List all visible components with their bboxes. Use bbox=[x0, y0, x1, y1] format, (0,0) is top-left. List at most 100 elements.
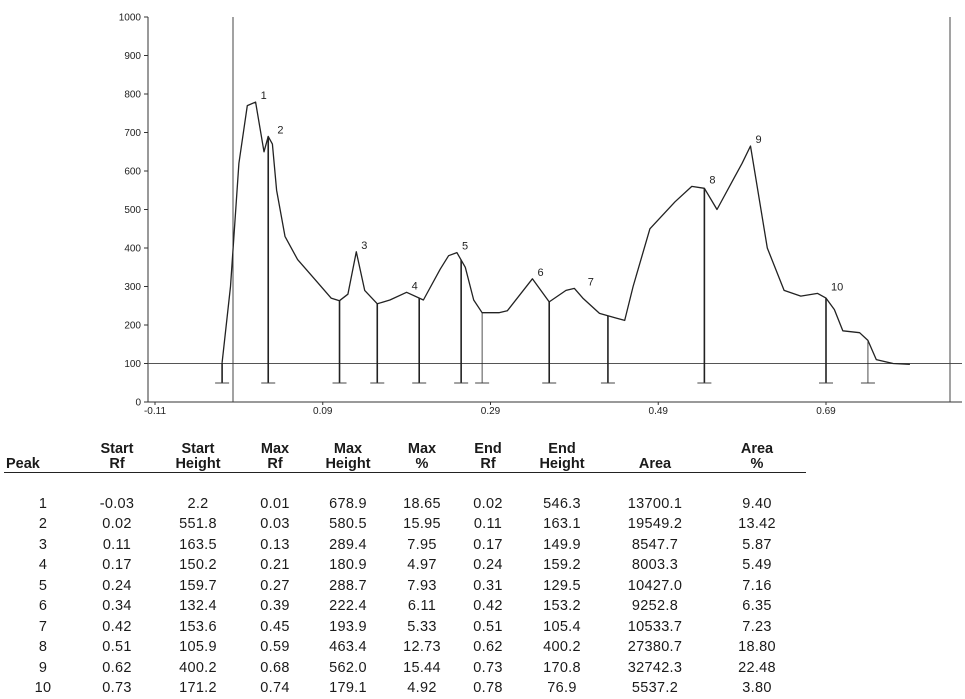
table-cell: 7.16 bbox=[742, 577, 772, 594]
table-cell: 193.9 bbox=[329, 618, 367, 635]
table-cell: 0.27 bbox=[260, 577, 290, 594]
x-axis: -0.11 0.09 0.29 0.49 0.69 bbox=[144, 17, 962, 417]
peak-table-body: 1 -0.03 2.2 0.01 678.9 18.65 0.02 546.3 13700.1 9… bbox=[4, 494, 806, 699]
table-cell: 180.9 bbox=[329, 557, 367, 574]
table-cell: 6 bbox=[38, 598, 48, 615]
column-header-line: Max bbox=[333, 441, 363, 457]
table-cell: 678.9 bbox=[329, 495, 367, 512]
table-cell: 0.42 bbox=[473, 598, 503, 615]
table-cell: 0.59 bbox=[260, 639, 290, 656]
column-header-line: Height bbox=[325, 456, 371, 472]
x-tick-label: 0.49 bbox=[649, 406, 669, 417]
column-header-line: Peak bbox=[6, 456, 40, 472]
y-tick-label: 900 bbox=[124, 51, 141, 62]
table-cell: 6.11 bbox=[407, 598, 437, 615]
y-tick-label: 700 bbox=[124, 128, 141, 139]
peak-label: 9 bbox=[756, 134, 762, 146]
table-cell: 12.73 bbox=[403, 639, 441, 656]
table-cell: 0.73 bbox=[102, 680, 132, 697]
table-cell: 0.51 bbox=[102, 639, 132, 656]
table-cell: 0.73 bbox=[473, 659, 503, 676]
table-cell: 170.8 bbox=[543, 659, 581, 676]
table-cell: 0.03 bbox=[260, 516, 290, 533]
table-cell: 0.31 bbox=[473, 577, 503, 594]
table-cell: 0.21 bbox=[260, 557, 290, 574]
column-header: Start Rf bbox=[82, 442, 152, 473]
table-cell: 400.2 bbox=[179, 659, 217, 676]
table-row: 1 -0.03 2.2 0.01 678.9 18.65 0.02 546.3 13700.1 9… bbox=[4, 494, 806, 515]
column-header-line: Height bbox=[175, 456, 221, 472]
table-cell: -0.03 bbox=[99, 495, 135, 512]
table-cell: 76.9 bbox=[547, 680, 577, 697]
column-header: End Rf bbox=[454, 442, 522, 473]
table-cell: 463.4 bbox=[329, 639, 367, 656]
table-cell: 551.8 bbox=[179, 516, 217, 533]
column-header-line: Max bbox=[407, 441, 437, 457]
table-cell: 18.65 bbox=[403, 495, 441, 512]
table-cell: 0.45 bbox=[260, 618, 290, 635]
table-cell: 10533.7 bbox=[627, 618, 683, 635]
table-cell: 5537.2 bbox=[631, 680, 679, 697]
table-cell: 288.7 bbox=[329, 577, 367, 594]
table-cell: 5.87 bbox=[742, 536, 772, 553]
table-cell: 0.17 bbox=[102, 557, 132, 574]
table-row: 5 0.24 159.7 0.27 288.7 7.93 0.31 129.5 10427.0 7… bbox=[4, 576, 806, 597]
table-cell: 19549.2 bbox=[627, 516, 683, 533]
table-cell: 159.2 bbox=[543, 557, 581, 574]
peak-label: 5 bbox=[462, 241, 468, 253]
y-tick-label: 0 bbox=[135, 398, 141, 409]
table-row: 9 0.62 400.2 0.68 562.0 15.44 0.73 170.8 32742.3… bbox=[4, 658, 806, 679]
peak-label: 6 bbox=[537, 267, 543, 279]
table-cell: 3 bbox=[38, 536, 48, 553]
table-cell: 7 bbox=[38, 618, 48, 635]
table-cell: 150.2 bbox=[179, 557, 217, 574]
table-cell: 132.4 bbox=[179, 598, 217, 615]
density-curve-path bbox=[221, 101, 910, 365]
table-cell: 15.44 bbox=[403, 659, 441, 676]
header-row: Peak Start Rf Start Height Max Rf Max Height Max%… bbox=[4, 442, 806, 473]
table-cell: 179.1 bbox=[329, 680, 367, 697]
densitometry-chart: 0 100 200 300 400 500 600 700 800 900 1000 -0.11 0.… bbox=[119, 13, 962, 417]
table-cell: 163.1 bbox=[543, 516, 581, 533]
column-header: Max Height bbox=[306, 442, 390, 473]
column-header: Max Rf bbox=[244, 442, 306, 473]
table-cell: 1 bbox=[38, 495, 48, 512]
peak-label: 7 bbox=[588, 276, 594, 288]
table-cell: 0.01 bbox=[260, 495, 290, 512]
table-cell: 18.80 bbox=[738, 639, 776, 656]
peak-label: 2 bbox=[277, 124, 283, 136]
table-cell: 562.0 bbox=[329, 659, 367, 676]
table-cell: 129.5 bbox=[543, 577, 581, 594]
peak-labels: 1 2 3 4 5 6 7 8 9 10 bbox=[261, 90, 844, 293]
table-cell: 0.62 bbox=[102, 659, 132, 676]
x-tick-label: 0.09 bbox=[313, 406, 333, 417]
table-cell: 27380.7 bbox=[627, 639, 683, 656]
table-cell: 4 bbox=[38, 557, 48, 574]
column-header-line: % bbox=[750, 456, 764, 472]
y-tick-label: 600 bbox=[124, 167, 141, 178]
table-cell: 222.4 bbox=[329, 598, 367, 615]
table-row: 4 0.17 150.2 0.21 180.9 4.97 0.24 159.2 8003.3 5.… bbox=[4, 555, 806, 576]
table-cell: 0.74 bbox=[260, 680, 290, 697]
y-tick-label: 100 bbox=[124, 359, 141, 370]
peak-label: 3 bbox=[361, 240, 367, 252]
table-cell: 105.9 bbox=[179, 639, 217, 656]
table-cell: 0.39 bbox=[260, 598, 290, 615]
x-tick-label: -0.11 bbox=[144, 406, 166, 417]
table-cell: 8 bbox=[38, 639, 48, 656]
x-tick-label: 0.69 bbox=[816, 406, 836, 417]
table-cell: 5 bbox=[38, 577, 48, 594]
table-cell: 0.34 bbox=[102, 598, 132, 615]
table-row: 10 0.73 171.2 0.74 179.1 4.92 0.78 76.9 5537.2 3.… bbox=[4, 678, 806, 699]
table-cell: 0.17 bbox=[473, 536, 503, 553]
table-row: 2 0.02 551.8 0.03 580.5 15.95 0.11 163.1 19549.2… bbox=[4, 514, 806, 535]
table-cell: 0.24 bbox=[473, 557, 503, 574]
table-cell: 149.9 bbox=[543, 536, 581, 553]
table-cell: 105.4 bbox=[543, 618, 581, 635]
header-rule bbox=[4, 472, 806, 494]
table-cell: 0.13 bbox=[260, 536, 290, 553]
table-cell: 13.42 bbox=[738, 516, 776, 533]
table-cell: 7.95 bbox=[407, 536, 437, 553]
y-tick-label: 200 bbox=[124, 321, 141, 332]
column-header-line: End bbox=[474, 441, 502, 457]
